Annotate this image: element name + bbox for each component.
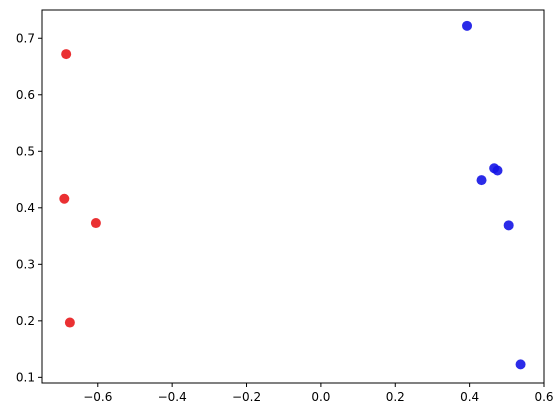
y-tick-label: 0.4 (16, 201, 35, 215)
y-tick-label: 0.5 (16, 144, 35, 158)
y-tick-label: 0.7 (16, 31, 35, 45)
data-point-series-2 (492, 165, 503, 176)
data-point-series-2 (462, 20, 473, 31)
y-tick-label: 0.2 (16, 314, 35, 328)
data-point-series-2 (515, 359, 526, 370)
x-tick-label: 0.2 (386, 390, 405, 404)
x-tick-label: 0.6 (534, 390, 553, 404)
y-axis: 0.1 0.2 0.3 0.4 0.5 0.6 0.7 (16, 31, 42, 384)
x-tick-label: −0.6 (83, 390, 112, 404)
data-points (59, 20, 526, 370)
data-point-series-1 (59, 193, 70, 204)
data-point-series-1 (61, 49, 72, 60)
x-axis: −0.6 −0.4 −0.2 0.0 0.2 0.4 0.6 (83, 383, 554, 404)
y-tick-label: 0.6 (16, 88, 35, 102)
y-tick-label: 0.1 (16, 370, 35, 384)
x-tick-label: 0.4 (460, 390, 479, 404)
x-tick-label: 0.0 (311, 390, 330, 404)
data-point-series-1 (64, 317, 75, 328)
plot-frame (41, 9, 545, 384)
y-tick-label: 0.3 (16, 257, 35, 271)
data-point-series-1 (90, 218, 101, 229)
x-tick-label: −0.4 (158, 390, 187, 404)
data-point-series-2 (476, 175, 487, 186)
x-tick-label: −0.2 (232, 390, 261, 404)
data-point-series-2 (503, 220, 514, 231)
